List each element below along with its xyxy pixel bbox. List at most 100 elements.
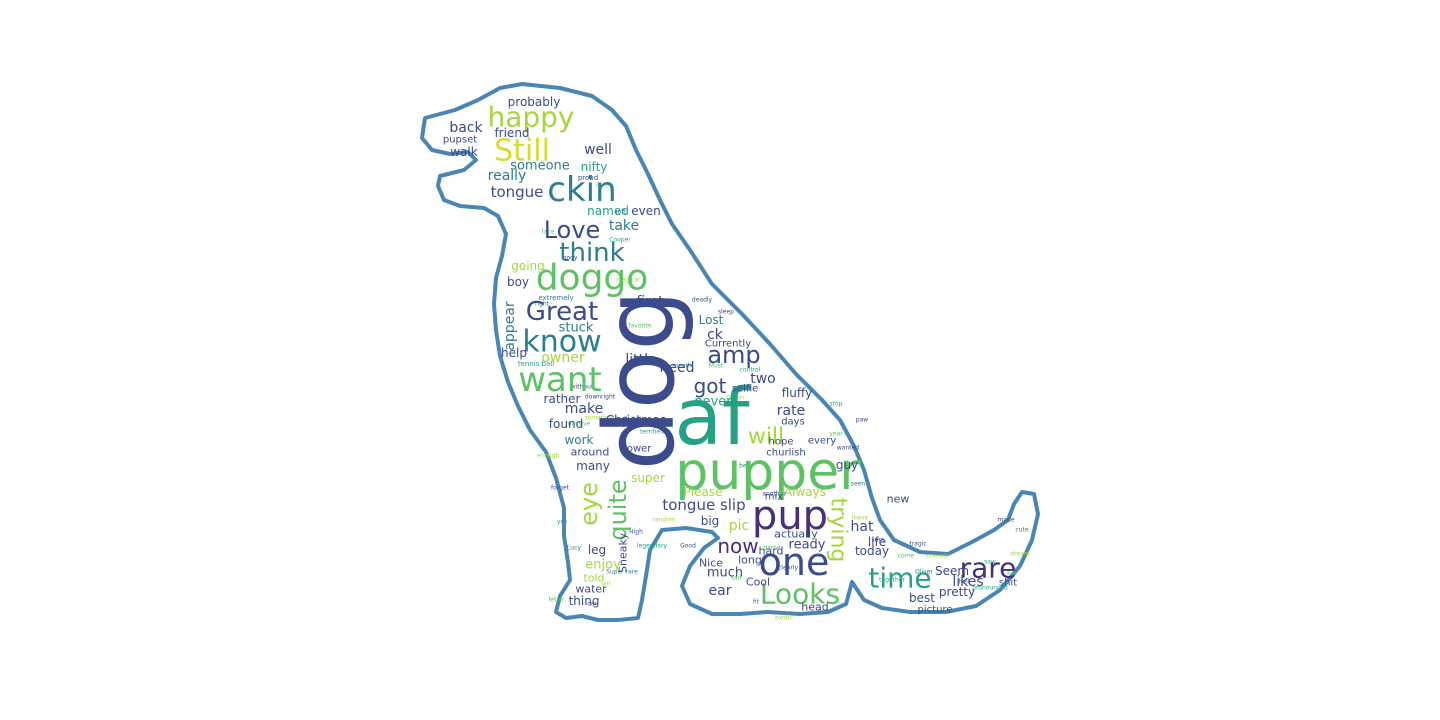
word-boy: boy xyxy=(507,275,529,289)
filler-word: High xyxy=(629,529,643,536)
filler-word: right xyxy=(535,301,550,308)
word-mix: mix xyxy=(765,492,784,503)
word-know: know xyxy=(522,325,601,360)
word-list: dog af pupper pup one doggo want ckin kn… xyxy=(443,95,1017,616)
filler-word: sometimes xyxy=(584,415,617,422)
filler-word: favorite xyxy=(628,323,651,330)
word-currently: Currently xyxy=(705,339,751,350)
word-two: two xyxy=(750,371,776,387)
word-tongue-slip: tongue slip xyxy=(662,496,745,514)
filler-word: fit xyxy=(753,599,760,606)
word-pupset: pupset xyxy=(443,135,477,146)
filler-word: Must xyxy=(709,363,724,370)
word-cool: Cool xyxy=(746,576,770,589)
filler-word: proud xyxy=(578,174,598,182)
word-picture: picture xyxy=(918,605,953,616)
filler-word: leave xyxy=(852,515,869,522)
word-nifty: nifty xyxy=(581,160,608,174)
word-likes: likes xyxy=(952,574,983,590)
filler-word: sure xyxy=(872,537,885,544)
word-rare: rare xyxy=(960,552,1017,585)
filler-word: terrified xyxy=(640,429,664,436)
word-actually: actually xyxy=(774,528,818,541)
word-trying: trying xyxy=(826,498,851,563)
filler-word: stop xyxy=(830,401,843,408)
word-life: life xyxy=(868,535,886,549)
word-eye: eye xyxy=(575,482,603,526)
filler-word: one ear xyxy=(927,553,950,560)
word-ready: ready xyxy=(789,538,826,553)
word-long: long xyxy=(738,554,762,567)
word-found: found xyxy=(549,417,583,431)
filler-word: another xyxy=(762,491,786,498)
word-lost: Lost xyxy=(699,313,724,327)
filler-word: tragic xyxy=(909,541,926,548)
word-walk: walk xyxy=(450,145,478,159)
filler-word: control xyxy=(740,367,761,374)
filler-word: sad xyxy=(731,575,742,582)
word-going: going xyxy=(511,259,545,273)
word-love: Love xyxy=(544,216,601,244)
word-make: make xyxy=(565,401,603,417)
filler-word: sleep xyxy=(718,309,734,316)
word-christmas: Christmas xyxy=(606,413,667,427)
filler-word: made xyxy=(997,517,1014,524)
filler-word: soft xyxy=(614,209,626,216)
word-sneaky: Sneaky xyxy=(617,533,630,573)
filler-word: fun xyxy=(1007,571,1017,578)
word-think: think xyxy=(559,238,624,268)
filler-word: bear xyxy=(739,463,753,470)
word-tongue: tongue xyxy=(491,183,544,201)
filler-word: clearly xyxy=(778,565,798,572)
filler-word: random xyxy=(652,517,675,524)
filler-word: paw xyxy=(856,417,868,424)
filler-word: deadly xyxy=(692,297,713,304)
word-really: really xyxy=(488,168,527,184)
word-well: well xyxy=(584,142,612,158)
filler-word: Super rare xyxy=(606,569,638,576)
word-one: one xyxy=(759,540,830,584)
word-head: head xyxy=(801,601,828,614)
word-churlish: churlish xyxy=(766,448,805,459)
word-hope: hope xyxy=(769,437,794,448)
word-new: new xyxy=(887,493,910,506)
filler-word: car xyxy=(587,601,597,608)
word-doggo: doggo xyxy=(536,258,649,299)
word-please: Please xyxy=(684,485,723,499)
filler-word: enough xyxy=(537,453,560,460)
word-friend: friend xyxy=(494,126,529,140)
filler-word: come xyxy=(898,553,915,560)
filler-word: massive xyxy=(566,421,591,428)
filler-word: yes xyxy=(557,519,567,526)
filler-word: face xyxy=(542,229,555,236)
word-named: named xyxy=(587,204,629,218)
filler-word: legendary xyxy=(637,543,668,550)
word-fluffy: fluffy xyxy=(782,386,813,400)
word-rate: rate xyxy=(777,403,805,419)
word-super: super xyxy=(631,471,665,485)
word-pic: pic xyxy=(729,518,749,534)
filler-word: wanted xyxy=(837,445,859,452)
word-need: need xyxy=(660,360,695,376)
filler-word: forget xyxy=(551,485,570,492)
word-every: every xyxy=(808,436,836,447)
word-work: work xyxy=(564,433,593,447)
word-ear: ear xyxy=(709,583,732,599)
word-many: many xyxy=(576,459,610,473)
word-looks: Looks xyxy=(760,578,840,611)
filler-word: dream xyxy=(1010,551,1030,558)
word-rather: rather xyxy=(544,392,581,406)
word-pupper: pupper xyxy=(675,442,861,502)
word-leg: leg xyxy=(588,543,606,557)
word-appear: appear xyxy=(502,301,518,351)
word-ck: ck xyxy=(707,327,724,343)
word-selfie: selfie xyxy=(732,384,759,395)
word-always: Always xyxy=(784,485,826,499)
word-quite: quite xyxy=(604,479,632,540)
word-days: days xyxy=(781,417,805,428)
filler-word: year xyxy=(829,431,843,438)
word-first: first xyxy=(636,294,664,310)
word-seem: Seem xyxy=(935,564,969,578)
